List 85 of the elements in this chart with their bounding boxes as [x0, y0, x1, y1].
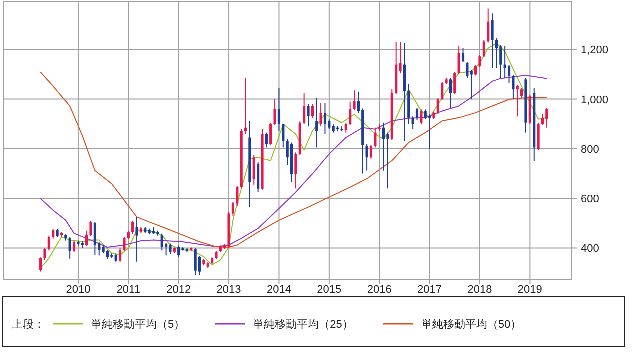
candlestick: [265, 132, 268, 148]
candlestick: [94, 222, 96, 256]
candlestick: [546, 107, 548, 128]
candlestick: [123, 236, 126, 252]
candlestick: [386, 132, 390, 190]
candlestick: [482, 40, 486, 58]
candlestick: [349, 101, 352, 126]
y-tick-label: 400: [581, 243, 600, 256]
y-tick-label: 600: [581, 194, 600, 206]
x-tick-label: 2018: [468, 284, 492, 296]
candlestick: [68, 236, 72, 260]
candlestick: [454, 71, 456, 95]
candlestick: [303, 92, 306, 125]
legend-title: 上段：: [12, 318, 45, 331]
candlestick: [491, 13, 494, 69]
candlestick: [48, 235, 50, 252]
candlestick: [353, 90, 356, 111]
candlestick: [508, 64, 511, 84]
candlestick: [478, 54, 482, 68]
candlestick: [282, 124, 285, 148]
x-tick-label: 2016: [367, 284, 392, 296]
candlestick: [436, 98, 440, 115]
candlestick: [316, 98, 318, 148]
candlestick: [44, 248, 46, 261]
candlestick: [40, 257, 42, 272]
candlestick: [487, 8, 490, 44]
legend-label: 単純移動平均（50）: [421, 319, 522, 331]
legend-label: 単純移動平均（5）: [91, 319, 186, 331]
candlestick: [178, 245, 180, 258]
candlestick: [382, 122, 386, 172]
candlestick: [420, 109, 423, 125]
candlestick: [370, 144, 373, 160]
y-tick-label: 1,000: [581, 94, 609, 106]
candlestick: [132, 220, 134, 236]
x-tick-label: 2011: [116, 284, 140, 296]
candlestick: [424, 109, 427, 120]
candlestick: [416, 107, 419, 121]
candlestick: [118, 248, 122, 262]
x-tick-label: 2013: [216, 284, 242, 296]
x-tick-label: 2012: [166, 284, 192, 296]
candlestick: [449, 78, 452, 108]
candlestick: [270, 122, 272, 146]
x-tick-label: 2019: [518, 284, 542, 296]
candlestick: [194, 248, 197, 276]
candlestick: [90, 220, 92, 237]
candlestick: [136, 216, 138, 262]
candlestick: [320, 102, 322, 128]
x-tick-label: 2017: [418, 284, 442, 296]
legend-label: 単純移動平均（25）: [253, 319, 354, 331]
candlestick: [344, 122, 348, 134]
candlestick: [458, 45, 460, 75]
candlestick: [160, 233, 164, 252]
candlestick: [324, 102, 327, 135]
candlestick: [278, 88, 281, 132]
candlestick: [72, 240, 76, 252]
candlestick: [366, 144, 368, 172]
candlestick: [428, 114, 432, 150]
candlestick: [516, 84, 519, 118]
candlestick: [504, 45, 506, 79]
candlestick: [274, 98, 276, 126]
candlestick: [462, 48, 465, 63]
candlestick: [311, 104, 314, 118]
candlestick: [374, 127, 377, 148]
candlestick: [466, 62, 469, 79]
candlestick: [441, 81, 444, 102]
y-tick-label: 800: [581, 144, 600, 156]
candlestick: [252, 154, 256, 186]
x-tick-label: 2015: [317, 284, 342, 296]
y-tick-label: 1,200: [581, 44, 609, 57]
x-tick-label: 2010: [66, 284, 91, 296]
candlestick: [495, 38, 498, 69]
candlestick: [169, 243, 172, 255]
candlestick: [512, 74, 515, 100]
candlestick: [474, 64, 478, 76]
candlestick: [541, 114, 544, 126]
candlestick: [412, 116, 414, 130]
candlestick: [106, 250, 110, 260]
candlestick: [520, 88, 524, 99]
candlestick: [294, 152, 298, 190]
candlestick: [470, 70, 473, 100]
candlestick: [244, 78, 248, 135]
candlestick: [86, 230, 88, 247]
x-tick-label: 2014: [266, 284, 292, 296]
candlestick: [52, 229, 55, 240]
candlestick: [307, 104, 310, 128]
